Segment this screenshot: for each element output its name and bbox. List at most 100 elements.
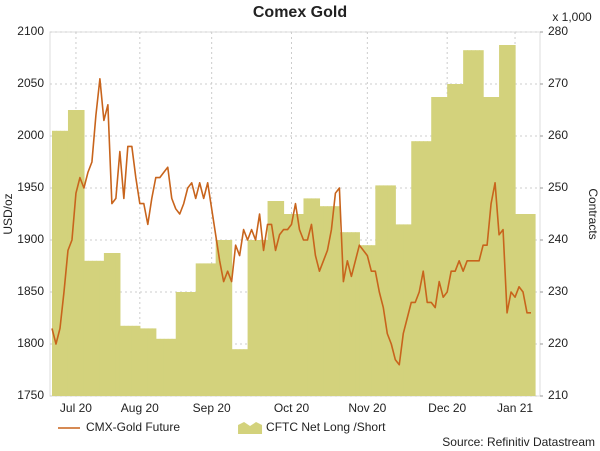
area-segment — [443, 97, 448, 396]
area-segment — [347, 232, 352, 396]
area-segment — [403, 224, 408, 396]
area-segment — [227, 240, 233, 396]
y-tick-label: 2000 — [17, 128, 44, 142]
area-segment — [363, 245, 368, 396]
area-segment — [243, 349, 249, 396]
area-segment — [475, 50, 480, 396]
area-segment — [115, 253, 121, 396]
y2-tick-label: 270 — [548, 76, 568, 90]
source: Source: Refinitiv Datastream — [442, 435, 595, 449]
area-segment — [491, 97, 496, 396]
area-segment — [499, 45, 504, 396]
area-segment — [139, 328, 145, 396]
area-segment — [231, 349, 237, 396]
area-segment — [511, 45, 516, 396]
area-segment — [463, 50, 468, 396]
area-segment — [131, 325, 137, 396]
area-segment — [171, 338, 177, 396]
area-segment — [279, 201, 285, 396]
area-segment — [143, 328, 149, 396]
area-segment — [487, 97, 492, 396]
area-segment — [107, 253, 113, 396]
area-segment — [323, 206, 329, 396]
area-segment — [75, 110, 81, 396]
area-segment — [95, 260, 101, 396]
area-segment — [91, 260, 97, 396]
area-segment — [247, 240, 253, 396]
area-segment — [175, 292, 181, 396]
area-segment — [67, 110, 73, 396]
x-tick-label: Jan 21 — [497, 401, 533, 415]
area-segment — [399, 224, 404, 396]
area-segment — [223, 240, 229, 396]
marks — [51, 45, 536, 397]
area-segment — [147, 328, 153, 396]
area-segment — [439, 97, 444, 396]
area-segment — [355, 232, 360, 396]
y-tick-label: 2050 — [17, 76, 44, 90]
area-segment — [427, 141, 432, 396]
area-segment — [239, 349, 245, 396]
area-segment — [507, 45, 512, 396]
area-segment — [299, 214, 305, 396]
area-segment — [103, 253, 109, 396]
y-tick-label: 1900 — [17, 232, 44, 246]
y2-tick-label: 280 — [548, 24, 568, 38]
area-segment — [379, 185, 384, 396]
y-tick-label: 2100 — [17, 24, 44, 38]
area-segment — [219, 240, 225, 396]
area-segment — [123, 325, 129, 396]
area-segment — [339, 232, 344, 396]
area-segment — [259, 240, 265, 396]
y-tick-label: 1850 — [17, 284, 44, 298]
area-segment — [515, 214, 520, 396]
area-segment — [235, 349, 241, 396]
x-tick-label: Oct 20 — [274, 401, 310, 415]
area-segment — [451, 84, 456, 396]
area-segment — [271, 201, 277, 396]
area-segment — [419, 141, 424, 396]
y2-scale-label: x 1,000 — [552, 10, 592, 24]
x-tick-label: Jul 20 — [60, 401, 92, 415]
y2-tick-label: 210 — [548, 388, 568, 402]
area-segment — [431, 97, 436, 396]
area-segment — [203, 263, 209, 396]
area-segment — [211, 263, 217, 396]
area-segment — [331, 206, 337, 396]
area-segment — [351, 232, 356, 396]
x-tick-label: Nov 20 — [348, 401, 386, 415]
area-segment — [359, 245, 364, 396]
x-tick-label: Sep 20 — [193, 401, 231, 415]
area-segment — [155, 338, 161, 396]
area-segment — [311, 198, 317, 396]
area-segment — [187, 292, 193, 396]
area-segment — [127, 325, 133, 396]
area-segment — [307, 198, 313, 396]
area-segment — [71, 110, 77, 396]
y2-tick-label: 260 — [548, 128, 568, 142]
area-segment — [383, 185, 388, 396]
area-segment — [343, 232, 348, 396]
area-segment — [395, 224, 400, 396]
area-segment — [159, 338, 165, 396]
area-segment — [191, 292, 197, 396]
chart-title: Comex Gold — [253, 4, 347, 21]
area-segment — [327, 206, 333, 396]
area-segment — [319, 206, 325, 396]
legend-label: CMX-Gold Future — [86, 420, 180, 434]
y2-tick-label: 230 — [548, 284, 568, 298]
area-segment — [283, 214, 289, 396]
area-segment — [167, 338, 173, 396]
legend-swatch — [238, 422, 263, 434]
area-segment — [335, 206, 340, 396]
y-tick-label: 1750 — [17, 388, 44, 402]
area-segment — [423, 141, 428, 396]
area-segment — [207, 263, 213, 396]
area-segment — [455, 84, 460, 396]
area-segment — [315, 198, 321, 396]
area-segment — [151, 328, 157, 396]
area-segment — [195, 263, 201, 396]
area-segment — [447, 84, 452, 396]
area-segment — [55, 130, 61, 397]
